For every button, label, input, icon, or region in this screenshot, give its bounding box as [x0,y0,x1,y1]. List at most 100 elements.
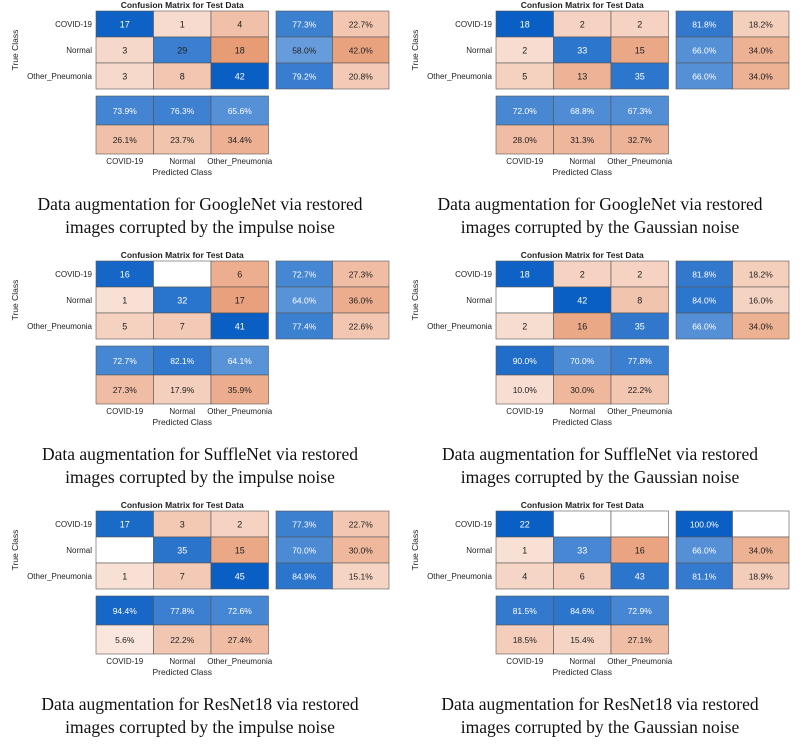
column-summary-cell [553,374,612,405]
matrix-cell [95,286,154,314]
matrix-cell [210,312,269,340]
column-summary-cell [553,345,612,376]
row-tick-label: COVID-19 [455,20,492,29]
row-tick-label: Normal [466,296,492,305]
x-axis-label: Predicted Class [552,167,612,177]
cell-value: 1 [122,296,127,306]
cell-value: 3 [122,72,127,82]
cell-value: 7 [180,572,185,582]
matrix-cell [495,312,554,340]
matrix-cell [153,536,212,564]
row-tick-label: Normal [66,296,92,305]
column-summary-cell [153,95,212,126]
column-summary-value: 5.6% [115,635,135,645]
column-summary-cell [95,124,154,155]
column-summary-value: 31.3% [570,135,595,145]
column-summary-value: 82.1% [170,356,195,366]
cell-value: 41 [235,322,245,332]
column-tick-label: Normal [169,157,195,166]
y-axis-label: True Class [410,530,420,571]
confusion-matrix-chart: Confusion Matrix for Test Data True Class… [410,0,790,177]
cell-value: 18 [520,270,530,280]
cell-value: 42 [577,296,587,306]
column-tick-label: Other_Pneumonia [607,157,672,166]
column-summary-value: 68.8% [570,106,595,116]
matrix-cell [495,286,554,314]
matrix-cell [610,286,669,314]
row-summary-value: 79.2% [292,72,317,82]
cell-value: 2 [580,270,585,280]
y-axis-label: True Class [10,30,20,71]
column-summary-cell [610,345,669,376]
matrix-cell [553,36,612,64]
row-summary-value: 77.3% [292,20,317,30]
caption-line: Data augmentation for ResNet18 via resto… [41,694,359,714]
row-tick-label: COVID-19 [55,270,92,279]
column-summary-value: 27.1% [628,635,653,645]
matrix-cell [553,510,612,538]
column-summary-value: 17.9% [170,385,195,395]
column-summary-cell [610,624,669,655]
figure-caption: Data augmentation for SuffleNet via rest… [0,443,400,489]
row-summary-value: 66.0% [692,46,717,56]
column-tick-label: COVID-19 [506,157,543,166]
matrix-cell [553,62,612,90]
column-summary-cell [495,374,554,405]
row-summary-cell [275,510,333,538]
column-summary-value: 77.8% [628,356,653,366]
cell-value: 8 [637,296,642,306]
matrix-cell [495,62,554,90]
chart-title: Confusion Matrix for Test Data [121,500,244,510]
panel-shufflenet-gaussian: Confusion Matrix for Test Data True Class… [400,250,800,499]
column-summary-cell [210,624,269,655]
column-tick-label: Normal [169,407,195,416]
column-summary-cell [153,124,212,155]
row-summary-value: 100.0% [690,520,719,530]
cell-value: 1 [122,572,127,582]
row-summary-value: 34.0% [749,46,774,56]
cell-value: 2 [637,270,642,280]
column-tick-label: Normal [569,407,595,416]
column-summary-value: 72.7% [113,356,138,366]
row-summary-cell [332,536,390,564]
row-summary-value: 77.3% [292,520,317,530]
cell-value: 13 [577,72,587,82]
column-summary-cell [210,595,269,626]
cell-value: 42 [235,72,245,82]
matrix-cell [153,510,212,538]
column-summary-cell [553,624,612,655]
matrix-cell [553,562,612,590]
column-summary-value: 76.3% [170,106,195,116]
column-summary-cell [495,595,554,626]
cell-value: 3 [122,46,127,56]
column-tick-label: COVID-19 [506,407,543,416]
matrix-cell [610,260,669,288]
column-tick-label: Other_Pneumonia [207,657,272,666]
row-summary-value: 81.1% [692,572,717,582]
matrix-cell [153,562,212,590]
row-summary-value: 16.0% [749,296,774,306]
column-summary-value: 70.0% [570,356,595,366]
column-tick-label: Normal [169,657,195,666]
matrix-cell [610,562,669,590]
column-tick-label: Other_Pneumonia [607,407,672,416]
figure-caption: Data augmentation for GoogleNet via rest… [0,193,400,239]
panel-googlenet-gaussian: Confusion Matrix for Test Data True Class… [400,0,800,249]
row-summary-cell [675,62,733,90]
matrix-cell [95,312,154,340]
cell-value: 16 [120,270,130,280]
caption-line: images corrupted by the impulse noise [65,467,335,487]
cell-value: 32 [177,296,187,306]
chart-title: Confusion Matrix for Test Data [521,0,644,10]
row-summary-cell [275,562,333,590]
column-summary-cell [95,95,154,126]
column-summary-value: 30.0% [570,385,595,395]
figure-caption: Data augmentation for ResNet18 via resto… [400,693,800,739]
row-summary-cell [332,562,390,590]
column-tick-label: Normal [569,657,595,666]
row-summary-cell [675,562,733,590]
matrix-cell [553,536,612,564]
row-summary-value: 20.8% [349,72,374,82]
cell-value: 18 [520,20,530,30]
cell-value: 5 [522,72,527,82]
